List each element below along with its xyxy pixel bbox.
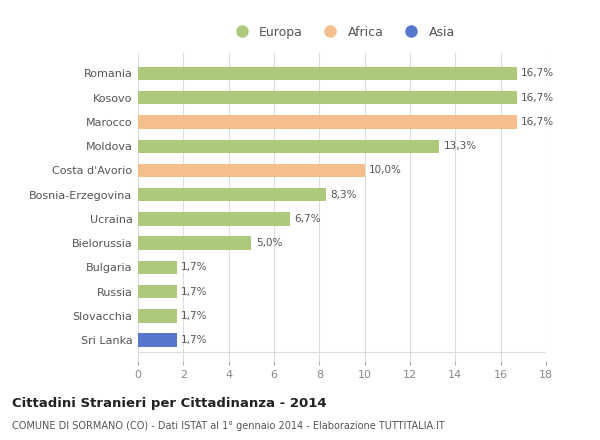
Bar <box>138 67 517 80</box>
Text: 6,7%: 6,7% <box>295 214 321 224</box>
Legend: Europa, Africa, Asia: Europa, Africa, Asia <box>225 22 459 43</box>
Bar <box>138 91 517 104</box>
Text: 1,7%: 1,7% <box>181 311 208 321</box>
Text: 16,7%: 16,7% <box>521 117 554 127</box>
Text: 16,7%: 16,7% <box>521 69 554 78</box>
Text: 8,3%: 8,3% <box>331 190 357 200</box>
Text: 13,3%: 13,3% <box>444 141 477 151</box>
Text: 16,7%: 16,7% <box>521 93 554 103</box>
Bar <box>138 139 439 153</box>
Bar <box>138 236 251 250</box>
Text: 1,7%: 1,7% <box>181 262 208 272</box>
Bar <box>138 115 517 128</box>
Text: COMUNE DI SORMANO (CO) - Dati ISTAT al 1° gennaio 2014 - Elaborazione TUTTITALIA: COMUNE DI SORMANO (CO) - Dati ISTAT al 1… <box>12 421 445 431</box>
Bar <box>138 164 365 177</box>
Bar <box>138 212 290 226</box>
Text: 10,0%: 10,0% <box>369 165 402 176</box>
Text: 1,7%: 1,7% <box>181 286 208 297</box>
Bar <box>138 261 176 274</box>
Text: Cittadini Stranieri per Cittadinanza - 2014: Cittadini Stranieri per Cittadinanza - 2… <box>12 397 326 410</box>
Bar <box>138 188 326 202</box>
Bar <box>138 334 176 347</box>
Bar <box>138 309 176 323</box>
Text: 1,7%: 1,7% <box>181 335 208 345</box>
Bar <box>138 285 176 298</box>
Text: 5,0%: 5,0% <box>256 238 282 248</box>
